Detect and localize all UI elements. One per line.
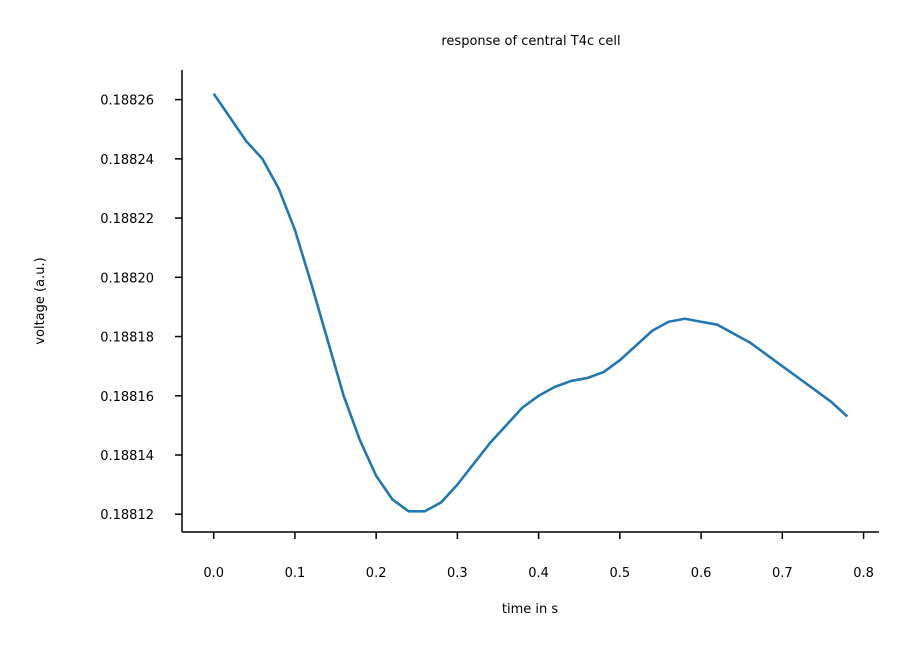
- y-ticks: 0.18812 0.18814 0.18816 0.18818 0.18820 0.188…: [100, 94, 182, 523]
- y-tick-label: 0.18820: [100, 271, 154, 286]
- x-tick-label: 0.0: [203, 566, 224, 581]
- chart-title: response of central T4c cell: [441, 34, 620, 49]
- x-tick-label: 0.1: [285, 566, 306, 581]
- x-tick-label: 0.4: [528, 566, 549, 581]
- plot-area: [212, 92, 849, 513]
- y-tick-label: 0.18816: [100, 390, 154, 405]
- x-tick-label: 0.6: [691, 566, 712, 581]
- x-tick-label: 0.7: [772, 566, 793, 581]
- y-tick-label: 0.18824: [100, 153, 154, 168]
- y-tick-label: 0.18814: [100, 449, 154, 464]
- x-tick-label: 0.2: [366, 566, 387, 581]
- x-tick-label: 0.5: [610, 566, 631, 581]
- y-tick-label: 0.18818: [100, 331, 154, 346]
- x-tick-label: 0.8: [853, 566, 874, 581]
- x-axis-label: time in s: [502, 602, 558, 617]
- y-tick-label: 0.18826: [100, 94, 154, 109]
- y-tick-label: 0.18812: [100, 508, 154, 523]
- x-tick-label: 0.3: [447, 566, 468, 581]
- y-tick-label: 0.18822: [100, 212, 154, 227]
- y-axis-label: voltage (a.u.): [33, 257, 48, 344]
- series-line: [212, 92, 849, 513]
- x-ticks: 0.0 0.1 0.2 0.3 0.4 0.5 0.6 0.7 0.8: [203, 532, 874, 581]
